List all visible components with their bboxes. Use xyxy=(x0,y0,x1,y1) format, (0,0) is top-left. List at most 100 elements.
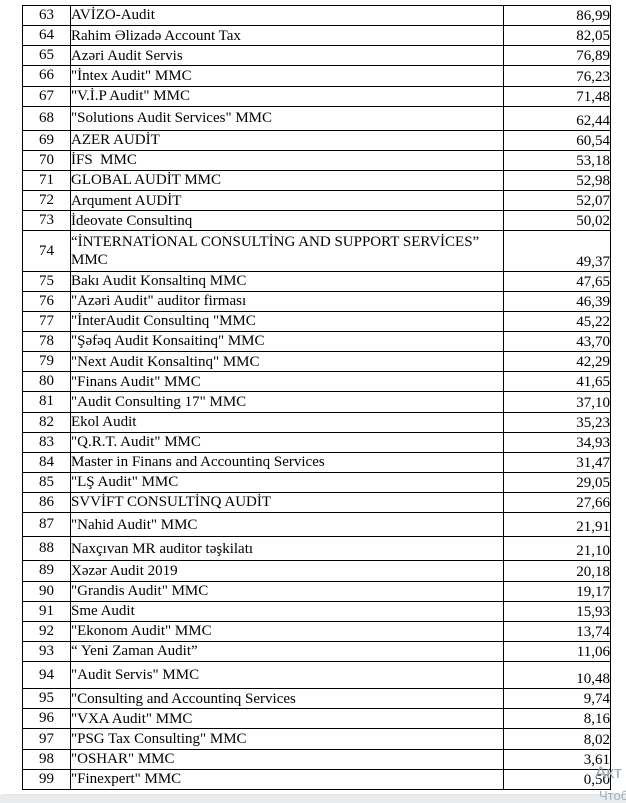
rank-cell: 99 xyxy=(22,768,71,791)
table-row: 80 "Finans Audit" MMC 41,65 xyxy=(22,371,611,393)
company-name-cell: "Q.R.T. Audit" MMC xyxy=(70,431,504,453)
company-name-cell: "Consulting and Accountinq Services xyxy=(70,688,504,710)
company-name-cell: Xəzər Audit 2019 xyxy=(70,560,504,582)
rank-cell: 81 xyxy=(22,391,71,413)
table-row: 77 "İnterAudit Consultinq "MMC 45,22 xyxy=(22,310,611,333)
table-row: 92 "Ekonom Audit" MMC 13,74 xyxy=(22,620,611,642)
company-name-cell: "Audit Consulting 17" MMC xyxy=(70,391,504,413)
rank-cell: 79 xyxy=(22,351,71,373)
company-name-cell: "Şəfəq Audit Konsaitinq" MMC xyxy=(70,331,504,353)
company-name-cell: İFS MMC xyxy=(70,149,504,172)
company-name-cell: Bakı Audit Konsaltinq MMC xyxy=(70,270,504,292)
company-name-cell: AVİZO-Audit xyxy=(70,4,504,27)
company-name-cell: "Grandis Audit" MMC xyxy=(70,580,504,602)
company-name-cell: "İnterAudit Consultinq "MMC xyxy=(70,310,504,333)
rank-cell: 94 xyxy=(22,661,71,690)
company-name-cell: "VXA Audit" MMC xyxy=(70,708,504,730)
table-row: 71 GLOBAL AUDİT MMC 52,98 xyxy=(22,170,611,192)
table-row: 97 "PSG Tax Consulting" MMC 8,02 xyxy=(22,728,611,750)
rank-cell: 66 xyxy=(22,65,71,87)
company-name-cell: "Azəri Audit" auditor firması xyxy=(70,290,504,312)
company-name-cell: “ Yeni Zaman Audit” xyxy=(70,640,504,663)
rank-cell: 86 xyxy=(22,492,71,514)
score-cell: 76,89 xyxy=(503,45,611,67)
rank-cell: 83 xyxy=(22,431,71,453)
table-row: 95 "Consulting and Accountinq Services 9,7… xyxy=(22,688,611,710)
score-cell: 71,48 xyxy=(503,85,611,107)
company-name-cell: Master in Finans and Accountinq Services xyxy=(70,451,504,473)
score-cell: 21,10 xyxy=(503,536,611,562)
table-row: 63 AVİZO-Audit 86,99 xyxy=(22,4,611,27)
score-cell: 46,39 xyxy=(503,290,611,312)
company-name-cell: AZER AUDİT xyxy=(70,129,504,151)
score-cell: 11,06 xyxy=(503,640,611,663)
table-row: 85 "LŞ Audit" MMC 29,05 xyxy=(22,471,611,494)
table-row: 88 Naxçıvan MR auditor təşkilatı 21,10 xyxy=(22,536,611,562)
table-row: 94 "Audit Servis" MMC 10,48 xyxy=(22,661,611,690)
score-cell: 34,93 xyxy=(503,431,611,453)
table-row: 73 İdeovate Consultinq 50,02 xyxy=(22,210,611,232)
score-cell: 29,05 xyxy=(503,471,611,494)
rank-cell: 82 xyxy=(22,411,71,433)
rank-cell: 97 xyxy=(22,728,71,750)
score-cell: 52,98 xyxy=(503,170,611,192)
score-cell: 20,18 xyxy=(503,560,611,582)
rank-cell: 84 xyxy=(22,451,71,473)
table-row: 64 Rahim Əlizadə Account Tax 82,05 xyxy=(22,25,611,47)
rank-cell: 92 xyxy=(22,620,71,642)
rank-cell: 98 xyxy=(22,748,71,770)
table-row: 65 Azəri Audit Servis 76,89 xyxy=(22,45,611,67)
table-row: 68 "Solutions Audit Services" MMC 62,44 xyxy=(22,105,611,131)
table-row: 96 "VXA Audit" MMC 8,16 xyxy=(22,708,611,730)
rank-cell: 71 xyxy=(22,170,71,192)
table-row: 87 "Nahid Audit" MMC 21,91 xyxy=(22,512,611,538)
score-cell: 53,18 xyxy=(503,149,611,172)
table-row: 99 "Finexpert" MMC 0,50 xyxy=(22,768,611,791)
company-name-cell: "Nahid Audit" MMC xyxy=(70,512,504,538)
table-row: 84 Master in Finans and Accountinq Servic… xyxy=(22,451,611,473)
company-name-cell: GLOBAL AUDİT MMC xyxy=(70,170,504,192)
table-row: 75 Bakı Audit Konsaltinq MMC 47,65 xyxy=(22,270,611,292)
company-name-cell: Azəri Audit Servis xyxy=(70,45,504,67)
rank-cell: 78 xyxy=(22,331,71,353)
rank-cell: 80 xyxy=(22,371,71,393)
score-cell: 43,70 xyxy=(503,331,611,353)
table-row: 76 "Azəri Audit" auditor firması 46,39 xyxy=(22,290,611,312)
rank-cell: 77 xyxy=(22,310,71,333)
activate-windows-watermark-line2: Чтоб xyxy=(599,788,626,803)
score-cell: 41,65 xyxy=(503,371,611,393)
rank-cell: 68 xyxy=(22,105,71,131)
rank-cell: 75 xyxy=(22,270,71,292)
activate-windows-watermark-line1: Акт xyxy=(595,763,622,782)
score-cell: 13,74 xyxy=(503,620,611,642)
score-cell: 45,22 xyxy=(503,310,611,333)
table-row: 83 "Q.R.T. Audit" MMC 34,93 xyxy=(22,431,611,453)
rank-cell: 70 xyxy=(22,149,71,172)
table-row: 72 Arqument AUDİT 52,07 xyxy=(22,190,611,212)
table-row: 81 "Audit Consulting 17" MMC 37,10 xyxy=(22,391,611,413)
score-cell: 19,17 xyxy=(503,580,611,602)
company-name-cell: "PSG Tax Consulting" MMC xyxy=(70,728,504,750)
audit-ranking-table: 63 AVİZO-Audit 86,99 64 Rahim Əlizadə Accoun… xyxy=(22,4,611,791)
score-cell: 27,66 xyxy=(503,492,611,514)
rank-cell: 65 xyxy=(22,45,71,67)
company-name-cell: "Audit Servis" MMC xyxy=(70,661,504,690)
company-name-cell: "Finexpert" MMC xyxy=(70,768,504,791)
table-row: 91 Sme Audit 15,93 xyxy=(22,600,611,622)
score-cell: 15,93 xyxy=(503,600,611,622)
score-cell: 31,47 xyxy=(503,451,611,473)
table-row: 82 Ekol Audit 35,23 xyxy=(22,411,611,433)
rank-cell: 95 xyxy=(22,688,71,710)
score-cell: 49,37 xyxy=(503,230,611,272)
score-cell: 86,99 xyxy=(503,4,611,27)
score-cell: 0,50 xyxy=(503,768,611,791)
rank-cell: 90 xyxy=(22,580,71,602)
company-name-cell: "Finans Audit" MMC xyxy=(70,371,504,393)
table-row: 78 "Şəfəq Audit Konsaitinq" MMC 43,70 xyxy=(22,331,611,353)
company-name-cell: "Solutions Audit Services" MMC xyxy=(70,105,504,131)
table-row: 66 "İntex Audit" MMC 76,23 xyxy=(22,65,611,87)
company-name-cell: “İNTERNATİONAL CONSULTİNG AND SUPPORT SE… xyxy=(70,230,504,272)
rank-cell: 69 xyxy=(22,129,71,151)
rank-cell: 67 xyxy=(22,85,71,107)
